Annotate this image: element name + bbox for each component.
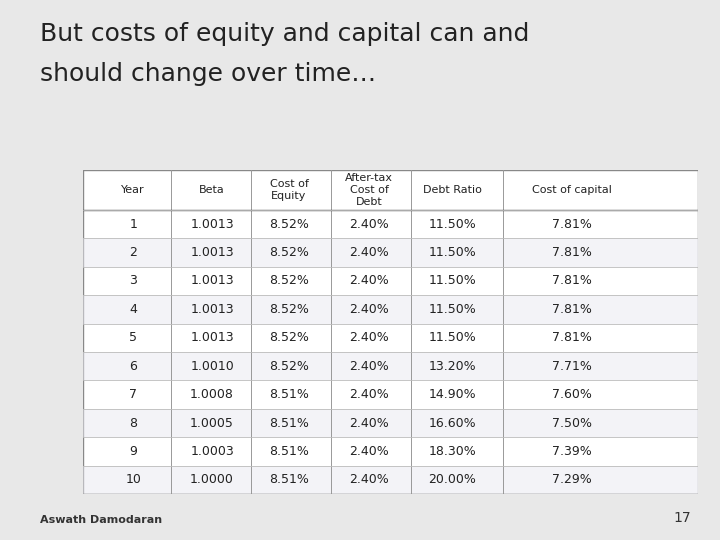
Bar: [83, 465, 698, 494]
Text: 8.51%: 8.51%: [269, 388, 309, 401]
Text: 8.51%: 8.51%: [269, 416, 309, 429]
Text: 4: 4: [130, 303, 138, 316]
Text: 1.0008: 1.0008: [190, 388, 234, 401]
Text: 7.81%: 7.81%: [552, 274, 592, 287]
Text: 2.40%: 2.40%: [349, 246, 389, 259]
Text: 14.90%: 14.90%: [428, 388, 476, 401]
Text: 11.50%: 11.50%: [428, 331, 476, 345]
Text: Cost of
Equity: Cost of Equity: [269, 179, 308, 201]
Text: 2.40%: 2.40%: [349, 388, 389, 401]
Text: 2.40%: 2.40%: [349, 303, 389, 316]
Bar: [83, 238, 698, 267]
Text: 17: 17: [674, 511, 691, 525]
Text: 8.51%: 8.51%: [269, 445, 309, 458]
Text: 7: 7: [130, 388, 138, 401]
Text: 1.0013: 1.0013: [190, 303, 234, 316]
Text: 1.0013: 1.0013: [190, 218, 234, 231]
Text: 2: 2: [130, 246, 138, 259]
Text: 2.40%: 2.40%: [349, 360, 389, 373]
Text: 7.50%: 7.50%: [552, 416, 593, 429]
Text: 7.81%: 7.81%: [552, 331, 592, 345]
Text: 8.51%: 8.51%: [269, 474, 309, 487]
Text: 1.0000: 1.0000: [190, 474, 234, 487]
Text: 2.40%: 2.40%: [349, 474, 389, 487]
Text: 5: 5: [130, 331, 138, 345]
Text: 8.52%: 8.52%: [269, 246, 309, 259]
Text: 10: 10: [125, 474, 141, 487]
Text: 1.0013: 1.0013: [190, 246, 234, 259]
Text: 2.40%: 2.40%: [349, 331, 389, 345]
Text: 20.00%: 20.00%: [428, 474, 476, 487]
Text: 6: 6: [130, 360, 138, 373]
Text: 1.0005: 1.0005: [190, 416, 234, 429]
Text: After-tax
Cost of
Debt: After-tax Cost of Debt: [345, 173, 393, 207]
Text: 2.40%: 2.40%: [349, 274, 389, 287]
Text: 11.50%: 11.50%: [428, 246, 476, 259]
Text: 9: 9: [130, 445, 138, 458]
Text: 1: 1: [130, 218, 138, 231]
Text: 11.50%: 11.50%: [428, 274, 476, 287]
Text: 8.52%: 8.52%: [269, 331, 309, 345]
Text: Aswath Damodaran: Aswath Damodaran: [40, 515, 162, 525]
Text: 1.0013: 1.0013: [190, 274, 234, 287]
Text: 1.0013: 1.0013: [190, 331, 234, 345]
Text: 8.52%: 8.52%: [269, 274, 309, 287]
Text: 1.0003: 1.0003: [190, 445, 234, 458]
Text: Cost of capital: Cost of capital: [532, 185, 612, 195]
Text: 7.81%: 7.81%: [552, 218, 592, 231]
Text: 16.60%: 16.60%: [428, 416, 476, 429]
Text: But costs of equity and capital can and: But costs of equity and capital can and: [40, 22, 529, 45]
Text: Debt Ratio: Debt Ratio: [423, 185, 482, 195]
Text: 11.50%: 11.50%: [428, 218, 476, 231]
Text: 11.50%: 11.50%: [428, 303, 476, 316]
Text: 13.20%: 13.20%: [428, 360, 476, 373]
Text: 7.39%: 7.39%: [552, 445, 592, 458]
Bar: [83, 352, 698, 380]
Text: 2.40%: 2.40%: [349, 416, 389, 429]
Text: should change over time…: should change over time…: [40, 62, 376, 86]
Text: 8.52%: 8.52%: [269, 360, 309, 373]
Bar: [83, 295, 698, 323]
Text: 8: 8: [130, 416, 138, 429]
Text: 2.40%: 2.40%: [349, 445, 389, 458]
Text: Year: Year: [122, 185, 145, 195]
Bar: [83, 409, 698, 437]
Text: 7.71%: 7.71%: [552, 360, 592, 373]
Text: 7.81%: 7.81%: [552, 303, 592, 316]
Text: 1.0010: 1.0010: [190, 360, 234, 373]
Text: 7.81%: 7.81%: [552, 246, 592, 259]
Text: Beta: Beta: [199, 185, 225, 195]
Text: 8.52%: 8.52%: [269, 303, 309, 316]
Text: 3: 3: [130, 274, 138, 287]
Text: 18.30%: 18.30%: [428, 445, 476, 458]
Text: 2.40%: 2.40%: [349, 218, 389, 231]
Text: 7.29%: 7.29%: [552, 474, 592, 487]
Text: 7.60%: 7.60%: [552, 388, 592, 401]
Text: 8.52%: 8.52%: [269, 218, 309, 231]
